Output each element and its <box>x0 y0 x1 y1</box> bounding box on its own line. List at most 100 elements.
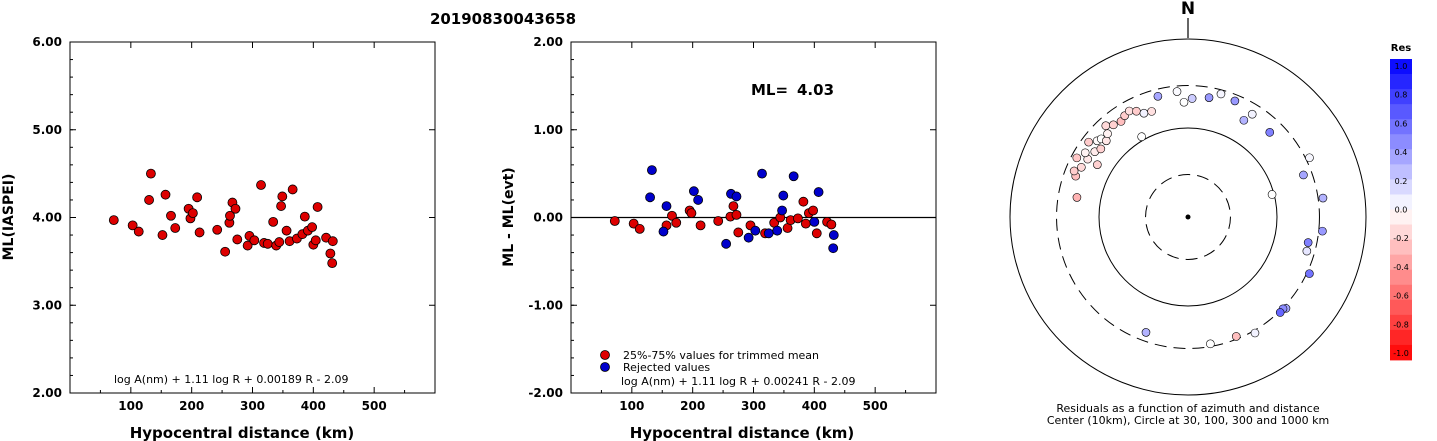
ml-vs-distance-panel: 100 200 300 400 500 2.00 3.00 4.00 5.00 6.00 Hypo… <box>1 35 436 441</box>
ml-plot-ytick-label: 6.00 <box>32 35 62 49</box>
colorbar-label: -0.8 <box>1393 320 1409 329</box>
colorbar-label: 0.8 <box>1395 91 1408 100</box>
ml-plot-ylabel: ML(IASPEI) <box>1 174 17 261</box>
ml-plot-point <box>327 236 338 247</box>
polar-ring-300km <box>1056 85 1320 349</box>
residual-plot-point <box>671 217 682 228</box>
ml-plot-ticks: 100 200 300 400 500 2.00 3.00 4.00 5.00 6.00 <box>32 35 435 413</box>
colorbar-label: 0.0 <box>1395 206 1408 215</box>
ml-plot-points <box>108 168 338 269</box>
polar-point <box>1230 96 1240 106</box>
colorbar-title: Res <box>1391 43 1411 54</box>
polar-point <box>1299 170 1308 180</box>
residual-plot-point <box>808 205 819 216</box>
residual-plot-point <box>658 226 669 237</box>
residual-plot-point <box>731 209 742 220</box>
legend-marker-trimmed <box>600 350 610 360</box>
ml-plot-formula: log A(nm) + 1.11 log R + 0.00189 R - 2.0… <box>114 373 348 386</box>
polar-point <box>1147 107 1156 116</box>
north-label: N <box>1181 0 1195 19</box>
polar-caption-line2: Center (10km), Circle at 30, 100, 300 an… <box>1047 414 1329 427</box>
ml-plot-xtick-label: 100 <box>118 399 143 413</box>
residual-plot-point <box>788 171 799 182</box>
residual-plot-point <box>667 210 677 221</box>
polar-point <box>1250 328 1260 338</box>
polar-point <box>1109 120 1118 130</box>
residual-plot-xtick-label: 300 <box>741 399 766 413</box>
polar-point <box>1153 91 1163 101</box>
colorbar-labels: 1.0 0.8 0.6 0.4 0.2 0.0 -0.2 -0.4 -0.6 -0.8 -1.0 <box>1393 62 1409 358</box>
residual-plot-point <box>686 208 697 219</box>
residual-plot-point <box>645 192 655 203</box>
residual-plot-ytick-label: 2.00 <box>533 35 563 49</box>
polar-center <box>1185 214 1191 220</box>
polar-caption-line1: Residuals as a function of azimuth and d… <box>1056 402 1319 415</box>
polar-point <box>1265 128 1275 137</box>
polar-point <box>1318 226 1327 236</box>
polar-point <box>1124 106 1134 116</box>
colorbar-label: 1.0 <box>1395 62 1408 71</box>
residual-plot-point <box>826 219 837 230</box>
colorbar-cell <box>1390 59 1412 75</box>
residual-plot-point <box>828 230 839 240</box>
polar-point <box>1187 94 1197 103</box>
polar-point <box>1077 162 1086 172</box>
polar-ring-100km <box>1098 127 1278 307</box>
ml-plot-point <box>307 222 318 233</box>
residual-plot-point <box>828 243 839 254</box>
ml-plot-point <box>212 224 223 235</box>
polar-point <box>1302 246 1312 256</box>
ml-plot-point <box>146 168 156 179</box>
ml-plot-point <box>249 235 260 246</box>
colorbar-cell <box>1390 179 1412 195</box>
legend-marker-rejected <box>600 362 610 372</box>
colorbar-cell <box>1390 224 1412 240</box>
colorbar-cell <box>1390 89 1412 105</box>
residual-plot-xtick-label: 400 <box>802 399 827 413</box>
residual-plot-point <box>713 216 724 226</box>
residual-plot-point <box>634 224 645 234</box>
polar-point <box>1305 269 1314 278</box>
ml-plot-point <box>262 238 273 249</box>
residual-plot-xtick-label: 500 <box>863 399 888 413</box>
residual-plot-ytick-label: -1.00 <box>528 298 563 312</box>
ml-plot-ytick-label: 4.00 <box>32 211 62 225</box>
polar-distance-rings <box>1009 38 1367 396</box>
polar-point <box>1139 108 1149 118</box>
polar-point <box>1101 136 1111 146</box>
residual-plot-point <box>609 216 620 226</box>
figure-title: 20190830043658 <box>430 10 576 28</box>
ml-plot-point <box>225 210 235 221</box>
polar-point <box>1318 193 1328 203</box>
colorbar-cell <box>1390 329 1412 346</box>
colorbar-label: -0.2 <box>1393 234 1409 243</box>
residual-vs-distance-panel: 100 200 300 400 500 -2.00 -1.00 0.00 1.00 2.00 Hy… <box>501 35 937 441</box>
ml-plot-point <box>325 248 336 259</box>
ml-plot-frame <box>69 41 436 394</box>
residual-plot-xlabel: Hypocentral distance (km) <box>630 424 855 441</box>
ml-plot-xlabel: Hypocentral distance (km) <box>130 424 355 441</box>
ml-plot-xtick-label: 200 <box>179 399 204 413</box>
ml-plot-point <box>256 180 266 190</box>
ml-plot-point <box>160 189 171 200</box>
residual-plot-points <box>609 165 839 254</box>
ml-plot-xtick-label: 400 <box>301 399 326 413</box>
colorbar-cells <box>1390 59 1412 361</box>
polar-point <box>1247 109 1257 119</box>
ml-plot-point <box>108 215 119 226</box>
ml-plot-ytick-label: 5.00 <box>32 123 62 137</box>
ml-plot-point <box>287 184 298 195</box>
ml-plot-point <box>144 195 154 205</box>
residual-plot-point <box>728 201 739 211</box>
legend-label-trimmed: 25%-75% values for trimmed mean <box>623 349 819 362</box>
legend-label-rejected: Rejected values <box>623 361 710 374</box>
residual-plot-point <box>798 196 809 207</box>
colorbar-cell <box>1390 269 1412 286</box>
ml-plot-point <box>232 234 243 245</box>
ml-plot-xtick-label: 300 <box>240 399 265 413</box>
colorbar-cell <box>1390 194 1412 210</box>
polar-point <box>1132 106 1141 116</box>
residual-plot-point <box>661 201 672 211</box>
polar-point <box>1137 132 1146 142</box>
colorbar-cell <box>1390 149 1412 165</box>
